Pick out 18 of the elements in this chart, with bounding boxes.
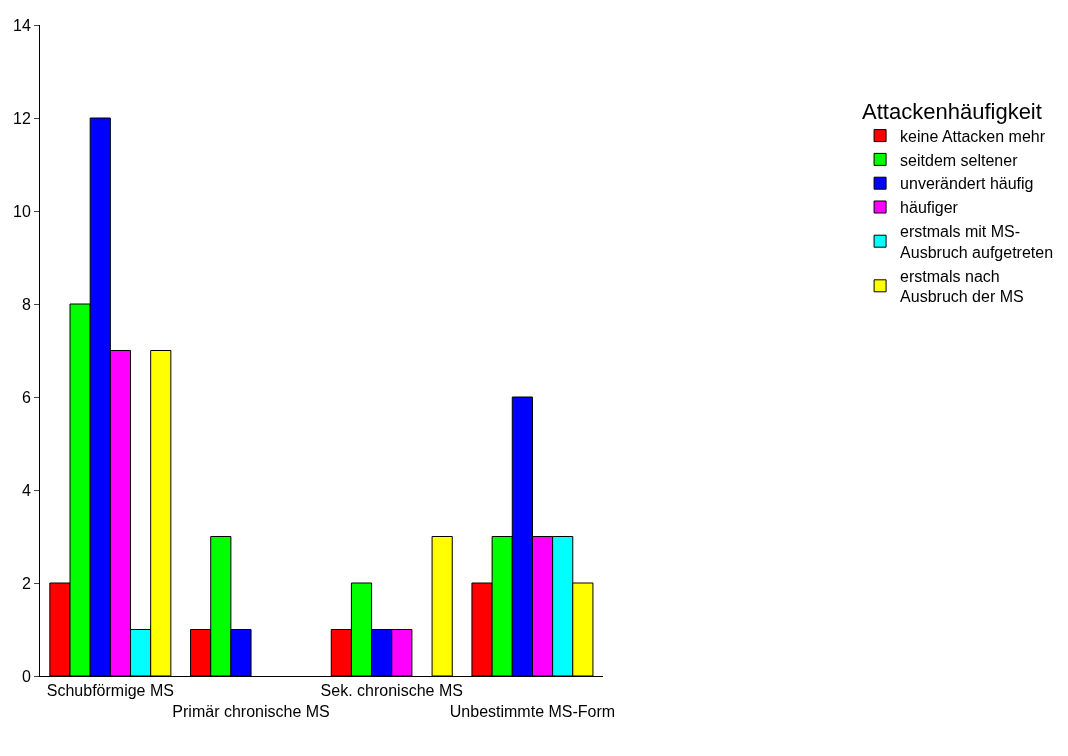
y-tick-label: 12: [13, 109, 31, 127]
x-tick-label: Schubförmige MS: [46, 682, 174, 700]
y-tick-label: 6: [21, 388, 31, 406]
y-tick-label: 10: [13, 202, 31, 220]
legend-label: unverändert häufig: [900, 175, 1034, 193]
legend-label: keine Attacken mehr: [900, 127, 1046, 145]
legend-label: seitdem seltener: [900, 151, 1019, 169]
x-tick-label: Unbestimmte MS-Form: [449, 703, 616, 720]
y-tick-label: 8: [21, 295, 31, 313]
x-tick-label: Primär chronische MS: [172, 703, 330, 720]
legend-label: erstmals nach Ausbruch der MS: [900, 267, 1024, 306]
y-tick-label: 2: [21, 574, 31, 592]
y-tick-label: 14: [13, 16, 31, 34]
y-tick-label: 0: [21, 667, 31, 685]
legend-label: häufiger: [900, 199, 959, 217]
y-tick-label: 4: [21, 481, 31, 499]
legend-title: Attackenhäufigkeit: [862, 98, 1042, 124]
x-tick-label: Sek. chronische MS: [320, 682, 463, 700]
